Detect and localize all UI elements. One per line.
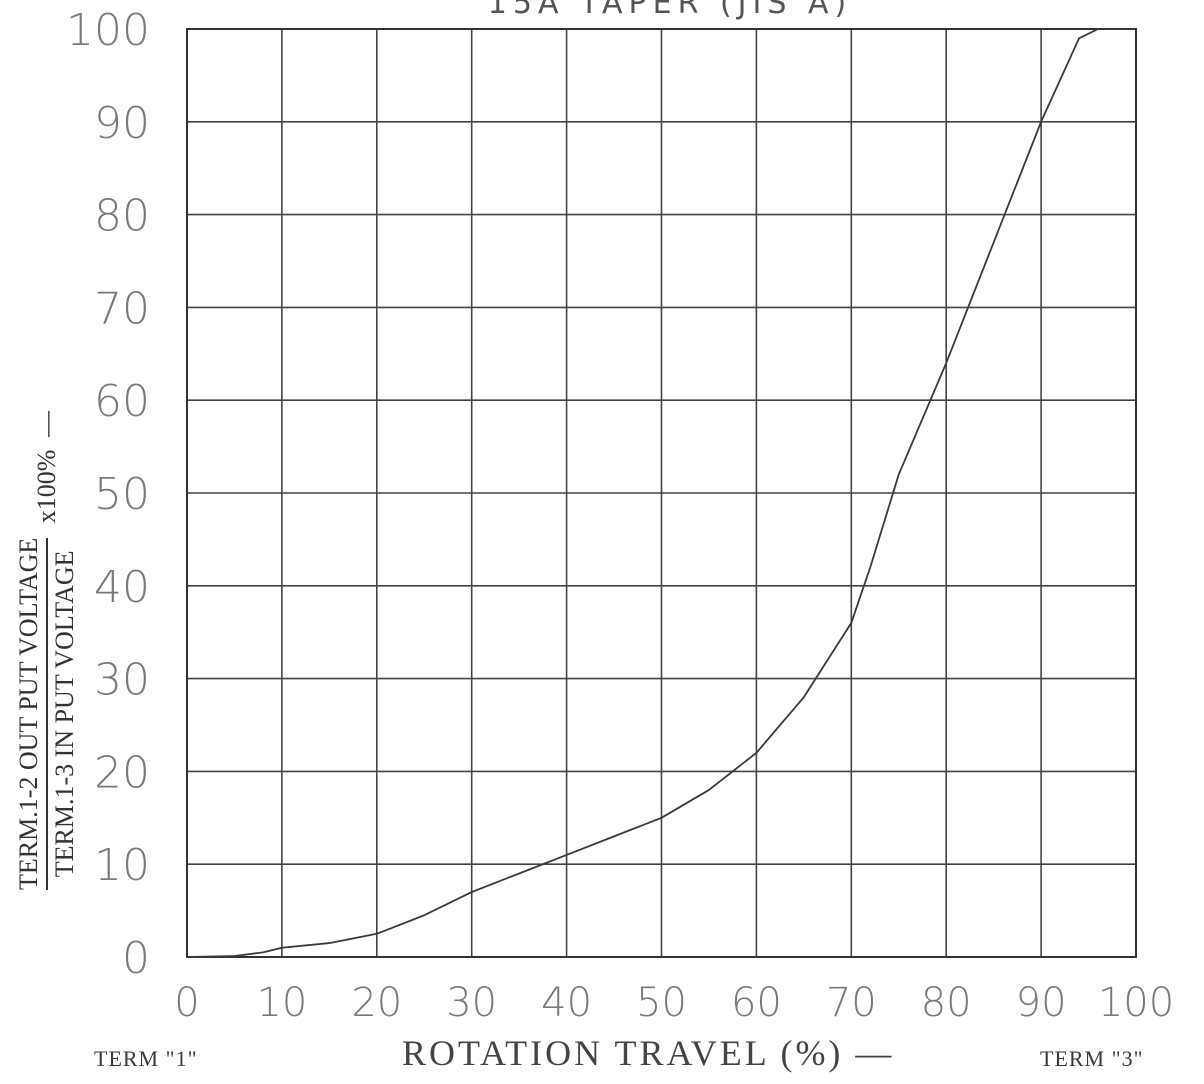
x-tick-label: 60 — [731, 980, 782, 1026]
x-axis-label: ROTATION TRAVEL (%) — — [402, 1033, 895, 1073]
y-label-numerator: TERM.1-2 OUT PUT VOLTAGE — [14, 537, 48, 890]
y-axis-label: TERM.1-2 OUT PUT VOLTAGE TERM.1-3 IN PUT… — [14, 290, 79, 890]
x-tick-label: 90 — [1016, 980, 1067, 1026]
y-label-denominator: TERM.1-3 IN PUT VOLTAGE — [50, 550, 79, 878]
x-tick-label: 20 — [351, 980, 402, 1026]
x-tick-label: 50 — [636, 980, 687, 1026]
series-lines — [186, 28, 1136, 958]
x-tick-labels: 0 10 20 30 40 50 60 70 80 90 100 — [174, 980, 1174, 1026]
term-3-label: TERM "3" — [1040, 1046, 1144, 1071]
plot-frame — [186, 28, 1137, 958]
y-tick-label: 60 — [94, 376, 150, 427]
x-tick-label: 80 — [921, 980, 972, 1026]
y-label-arrow-icon: — — [32, 411, 61, 438]
y-tick-label: 80 — [94, 191, 150, 242]
y-tick-label: 50 — [94, 469, 150, 520]
y-label-multiplier: x100% — [32, 449, 61, 524]
chart-title: 15A TAPER (JIS A) — [487, 0, 853, 21]
x-tick-label: 100 — [1098, 980, 1174, 1026]
y-tick-label: 40 — [94, 562, 150, 613]
y-tick-label: 0 — [122, 933, 150, 984]
x-tick-label: 30 — [446, 980, 497, 1026]
term-1-label: TERM "1" — [94, 1046, 198, 1071]
x-tick-label: 10 — [256, 980, 307, 1026]
grid-lines — [186, 28, 1137, 958]
y-tick-label: 100 — [66, 5, 150, 56]
y-tick-label: 90 — [94, 98, 150, 149]
y-tick-labels: 0 10 20 30 40 50 60 70 80 90 100 — [66, 5, 150, 984]
y-tick-label: 70 — [94, 283, 150, 334]
series-line — [186, 28, 1136, 958]
x-tick-label: 40 — [541, 980, 592, 1026]
y-tick-label: 20 — [94, 747, 150, 798]
x-tick-label: 0 — [174, 980, 199, 1026]
x-tick-label: 70 — [826, 980, 877, 1026]
y-tick-label: 30 — [94, 655, 150, 706]
y-tick-label: 10 — [94, 840, 150, 891]
